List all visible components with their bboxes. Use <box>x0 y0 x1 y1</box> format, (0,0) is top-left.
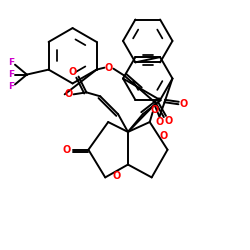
Text: O: O <box>64 89 73 99</box>
Text: O: O <box>156 117 164 127</box>
Text: F: F <box>8 82 14 91</box>
Text: F: F <box>8 58 14 67</box>
Text: O: O <box>104 63 112 73</box>
Text: F: F <box>8 70 14 79</box>
Text: O: O <box>179 99 188 109</box>
Text: O: O <box>165 116 173 126</box>
Text: O: O <box>62 145 71 155</box>
Text: O: O <box>150 105 159 115</box>
Text: O: O <box>160 131 168 141</box>
Text: O: O <box>112 171 121 181</box>
Text: O: O <box>68 66 77 76</box>
